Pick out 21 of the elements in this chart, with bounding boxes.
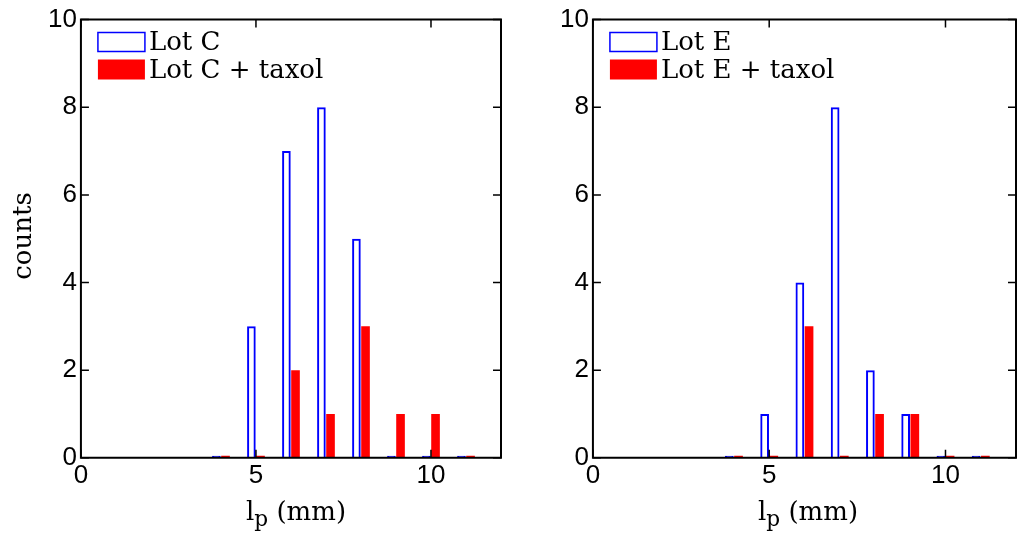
y-tick-label: 2 xyxy=(574,353,589,384)
legend-label: Lot E xyxy=(660,26,732,57)
legend-label: Lot E + taxol xyxy=(660,54,835,85)
legend-label: Lot C xyxy=(148,26,221,57)
y-tick-label: 6 xyxy=(574,178,589,209)
y-tick-label: 10 xyxy=(48,2,77,33)
y-tick-label: 6 xyxy=(62,178,77,209)
y-tick-label: 8 xyxy=(574,90,589,121)
x-tick-label: 10 xyxy=(416,458,446,489)
y-tick-label: 8 xyxy=(62,90,77,121)
x-tick-label: 5 xyxy=(761,458,777,489)
x-tick-label: 5 xyxy=(248,458,264,489)
y-tick-label: 10 xyxy=(560,2,589,33)
x-axis-title: l$_{p}$ (mm) xyxy=(245,496,347,532)
y-tick-label: 2 xyxy=(62,353,77,384)
x-tick-label: 10 xyxy=(931,458,960,489)
x-axis-title: l$_{p}$ (mm) xyxy=(757,496,859,532)
y-axis-title: counts xyxy=(7,192,37,280)
y-tick-label: 4 xyxy=(574,265,589,296)
y-tick-label: 4 xyxy=(62,265,77,296)
legend-label: Lot C + taxol xyxy=(148,54,324,85)
